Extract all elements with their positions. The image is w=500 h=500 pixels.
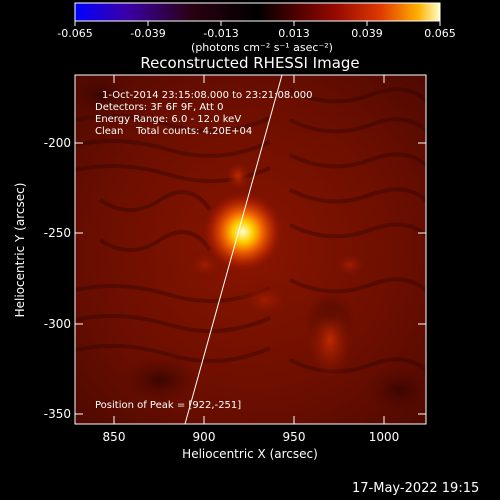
x-tick-label: 900: [193, 430, 216, 444]
y-tick-label: -250: [44, 226, 71, 240]
y-tick-marks: [75, 142, 426, 415]
plot-frame: [74, 74, 427, 425]
info-time-range: 1-Oct-2014 23:15:08.000 to 23:21:08.000: [102, 90, 313, 101]
colorbar-tick-label: 0.013: [278, 27, 310, 40]
y-tick-label: -350: [44, 407, 71, 421]
colorbar-tick-label: 0.039: [351, 27, 383, 40]
peak-position-label: Position of Peak = [922,-251]: [95, 400, 241, 411]
info-energy-range: Energy Range: 6.0 - 12.0 keV: [95, 114, 241, 125]
solar-limb-line: [184, 75, 283, 424]
colorbar-tick-label: -0.039: [130, 27, 165, 40]
colorbar-unit-label: (photons cm⁻² s⁻¹ asec⁻²): [191, 41, 333, 54]
y-tick-label: -200: [44, 136, 71, 150]
colorbar-tick-label: 0.065: [424, 27, 456, 40]
colorbar-tick-label: -0.065: [57, 27, 92, 40]
x-tick-marks: [113, 75, 385, 424]
y-tick-label: -300: [44, 317, 71, 331]
colorbar: [74, 2, 441, 22]
y-axis-label: Heliocentric Y (arcsec): [13, 183, 27, 318]
colorbar-tick-marks: [74, 21, 441, 26]
rhessi-image: [75, 75, 426, 424]
colorbar-tick-label: -0.013: [203, 27, 238, 40]
plot-title: Reconstructed RHESSI Image: [140, 54, 359, 72]
x-tick-label: 950: [283, 430, 306, 444]
x-tick-label: 1000: [369, 430, 400, 444]
x-tick-label: 850: [103, 430, 126, 444]
info-detectors: Detectors: 3F 6F 9F, Att 0: [95, 102, 223, 113]
timestamp: 17-May-2022 19:15: [352, 481, 480, 496]
info-clean-counts: Clean Total counts: 4.20E+04: [95, 126, 252, 137]
x-axis-label: Heliocentric X (arcsec): [182, 447, 318, 461]
